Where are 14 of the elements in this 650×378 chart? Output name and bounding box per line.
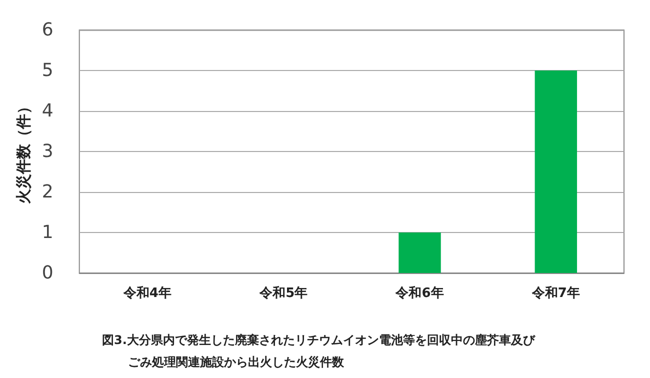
x-tick-label: 令和7年 [530,285,580,301]
x-tick-label: 令和4年 [122,285,172,301]
x-tick-label: 令和5年 [258,285,308,301]
y-tick-label: 5 [42,60,54,81]
text: ごみ処理関連施設から出火した火災件数 [128,355,345,369]
y-axis-title: 火災件数（件） [14,99,32,204]
x-tick-label: 令和6年 [394,285,444,301]
y-tick-label: 6 [42,20,54,40]
y-tick-label: 4 [42,100,54,122]
y-tick-label: 2 [42,182,54,202]
y-tick-label: 3 [42,141,54,162]
y-tick-label: 0 [42,262,54,284]
caption: 図3.大分県内で発生した廃棄されたリチウムイオン電池等を回収中の塵芥車及び [102,333,536,347]
y-tick-label: 1 [42,222,54,243]
